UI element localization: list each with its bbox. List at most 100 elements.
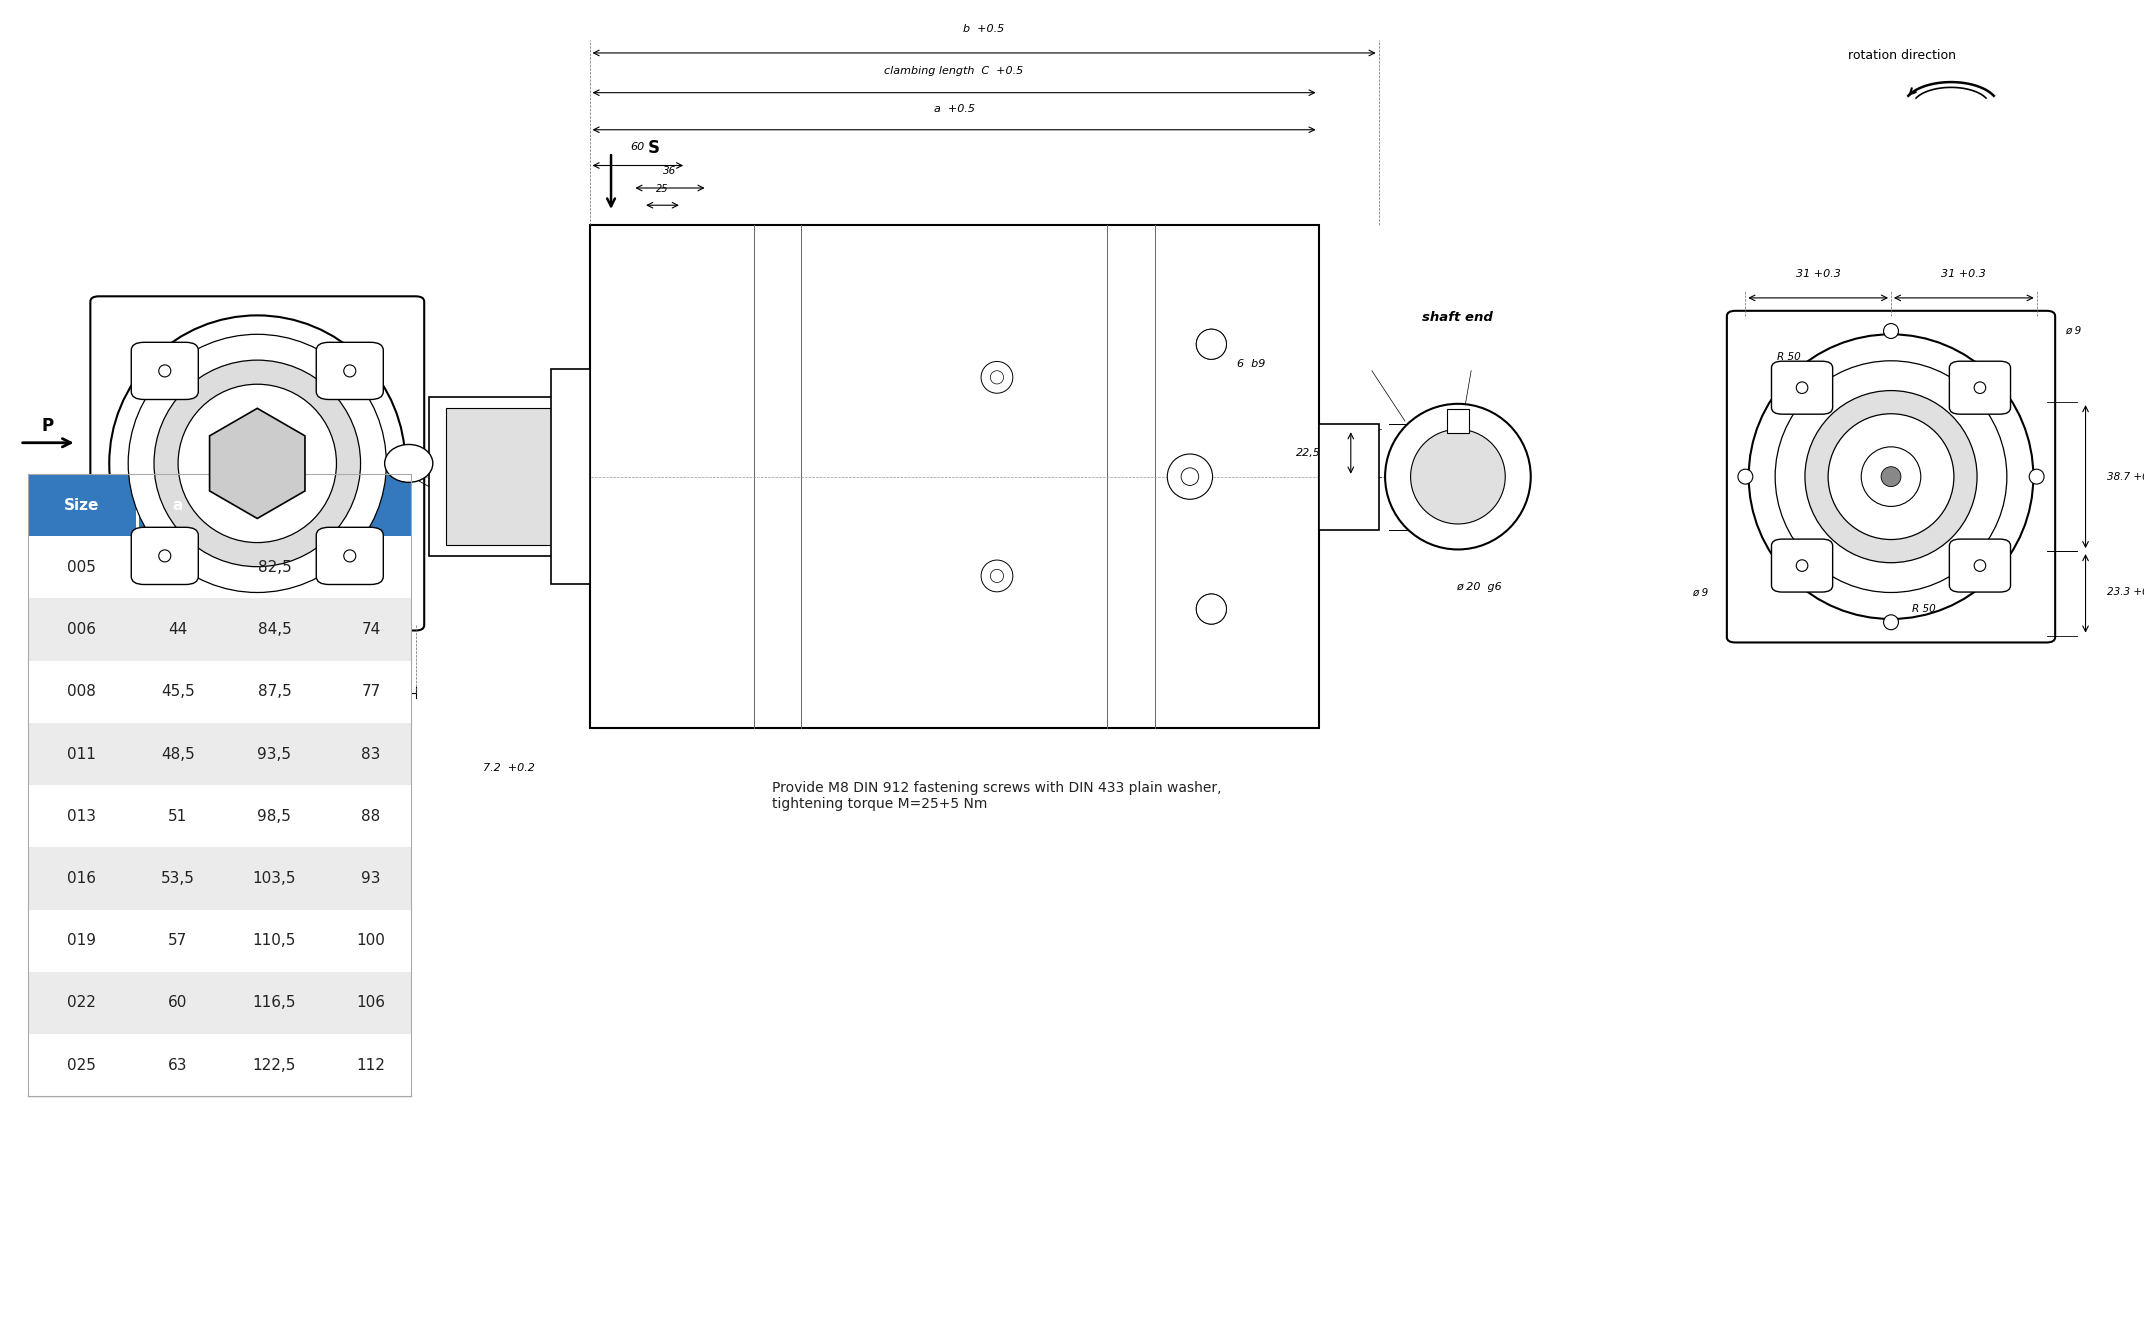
Text: 22,5: 22,5 xyxy=(1295,449,1321,458)
Text: a  +0.5: a +0.5 xyxy=(933,103,976,114)
Text: 022: 022 xyxy=(66,996,96,1010)
Text: 36: 36 xyxy=(662,166,678,176)
Bar xyxy=(332,474,412,536)
Bar xyxy=(221,474,330,536)
Ellipse shape xyxy=(1829,413,1953,540)
Ellipse shape xyxy=(1885,614,1897,630)
Text: 31 +0.3: 31 +0.3 xyxy=(1940,269,1985,279)
Text: 51: 51 xyxy=(169,809,187,824)
Ellipse shape xyxy=(1975,381,1985,393)
Text: 38.7 +0.3: 38.7 +0.3 xyxy=(2108,471,2144,482)
Ellipse shape xyxy=(1797,381,1807,393)
Ellipse shape xyxy=(1196,594,1226,624)
Text: 63: 63 xyxy=(167,1058,189,1072)
FancyBboxPatch shape xyxy=(131,527,197,584)
Text: ø 20  g6: ø 20 g6 xyxy=(1456,581,1503,592)
Text: b  +0.5: b +0.5 xyxy=(963,24,1006,34)
Bar xyxy=(28,474,412,1096)
Bar xyxy=(28,847,412,910)
Text: S: S xyxy=(647,139,660,158)
FancyBboxPatch shape xyxy=(1771,539,1833,592)
Ellipse shape xyxy=(1885,323,1897,339)
Text: R 50: R 50 xyxy=(1912,604,1936,614)
Text: 87,5: 87,5 xyxy=(257,685,292,699)
Text: 103,5: 103,5 xyxy=(253,871,296,886)
Ellipse shape xyxy=(982,560,1012,592)
Text: 7.7: 7.7 xyxy=(1447,471,1464,482)
Text: 011: 011 xyxy=(66,747,96,761)
Text: 93,5: 93,5 xyxy=(257,747,292,761)
Text: clambing length  C  +0.5: clambing length C +0.5 xyxy=(885,66,1023,77)
Ellipse shape xyxy=(1750,334,2033,620)
Ellipse shape xyxy=(343,365,356,377)
Text: ø 9: ø 9 xyxy=(1692,588,1709,597)
FancyBboxPatch shape xyxy=(1771,361,1833,414)
Bar xyxy=(28,536,412,598)
Text: 43: 43 xyxy=(167,560,189,575)
Text: 60: 60 xyxy=(630,142,645,152)
Bar xyxy=(551,369,590,584)
Text: 44: 44 xyxy=(169,622,187,637)
Text: shaft end: shaft end xyxy=(1421,311,1494,324)
Ellipse shape xyxy=(1385,404,1531,549)
Text: 005: 005 xyxy=(66,560,96,575)
Ellipse shape xyxy=(159,549,172,561)
Text: 112: 112 xyxy=(356,1058,386,1072)
Bar xyxy=(28,474,137,536)
Ellipse shape xyxy=(1797,560,1807,572)
Text: 23.3 +0.3: 23.3 +0.3 xyxy=(2108,588,2144,597)
Text: 74: 74 xyxy=(362,622,379,637)
Bar xyxy=(139,474,219,536)
Bar xyxy=(28,723,412,785)
Text: 31 +0.3: 31 +0.3 xyxy=(1797,269,1842,279)
Bar xyxy=(1319,424,1379,530)
Text: 72: 72 xyxy=(362,560,379,575)
Bar xyxy=(28,972,412,1034)
Text: 025: 025 xyxy=(66,1058,96,1072)
Text: 93: 93 xyxy=(360,871,382,886)
Ellipse shape xyxy=(1196,330,1226,359)
Ellipse shape xyxy=(982,361,1012,393)
Bar xyxy=(28,1034,412,1096)
Text: b: b xyxy=(268,498,281,512)
Ellipse shape xyxy=(343,549,356,561)
Ellipse shape xyxy=(129,334,386,593)
Ellipse shape xyxy=(178,384,337,543)
Text: 77: 77 xyxy=(362,685,379,699)
Ellipse shape xyxy=(1166,454,1214,499)
Text: 88: 88 xyxy=(362,809,379,824)
Text: c: c xyxy=(367,498,375,512)
Text: R 50: R 50 xyxy=(1777,352,1801,363)
Ellipse shape xyxy=(154,360,360,567)
Text: a: a xyxy=(174,498,182,512)
FancyBboxPatch shape xyxy=(1949,361,2011,414)
Ellipse shape xyxy=(1805,391,1977,563)
Text: Size: Size xyxy=(64,498,99,512)
Ellipse shape xyxy=(159,365,172,377)
Text: 100: 100 xyxy=(356,933,386,948)
Text: 110,5: 110,5 xyxy=(253,933,296,948)
Text: ø 52: ø 52 xyxy=(341,432,364,442)
Text: rotation direction: rotation direction xyxy=(1848,49,1955,62)
Ellipse shape xyxy=(1975,560,1985,572)
Ellipse shape xyxy=(1411,429,1505,524)
Text: 45,5: 45,5 xyxy=(161,685,195,699)
Bar xyxy=(28,785,412,847)
Ellipse shape xyxy=(2028,469,2043,485)
Text: 6  b9: 6 b9 xyxy=(1237,359,1265,369)
Text: 122,5: 122,5 xyxy=(253,1058,296,1072)
Ellipse shape xyxy=(384,445,433,482)
Bar xyxy=(429,397,590,556)
Text: 013: 013 xyxy=(66,809,96,824)
Polygon shape xyxy=(210,408,304,519)
Text: Provide M8 DIN 912 fastening screws with DIN 433 plain washer,
tightening torque: Provide M8 DIN 912 fastening screws with… xyxy=(772,781,1222,812)
Ellipse shape xyxy=(1861,446,1921,506)
Ellipse shape xyxy=(991,371,1003,384)
Bar xyxy=(446,408,572,545)
Bar xyxy=(1447,409,1469,433)
FancyBboxPatch shape xyxy=(317,343,384,400)
Text: 008: 008 xyxy=(66,685,96,699)
Text: 48,5: 48,5 xyxy=(161,747,195,761)
FancyBboxPatch shape xyxy=(90,297,425,630)
Bar xyxy=(28,598,412,661)
